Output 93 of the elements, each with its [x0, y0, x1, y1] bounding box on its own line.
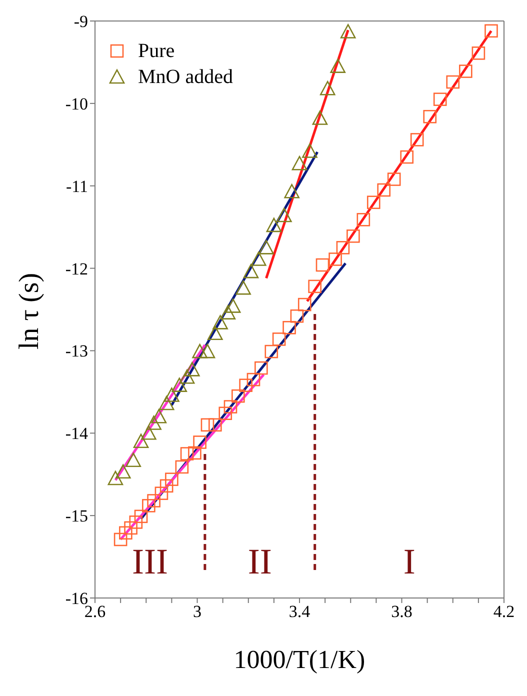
point: [387, 172, 401, 186]
y-tick-label: -9: [74, 12, 88, 32]
point: [224, 400, 238, 414]
y-tick-label: -10: [65, 94, 88, 114]
annotation: I: [403, 541, 416, 582]
point: [154, 486, 168, 500]
x-tick-label: 3.4: [288, 602, 311, 622]
point: [272, 332, 286, 346]
point: [179, 369, 195, 384]
point: [164, 388, 180, 402]
point: [302, 144, 318, 158]
point: [336, 241, 350, 254]
y-tick-label: -13: [65, 342, 88, 361]
point: [266, 218, 282, 232]
point: [423, 110, 437, 124]
point: [276, 208, 292, 222]
point: [212, 315, 228, 330]
point: [410, 133, 424, 146]
point: [312, 110, 328, 125]
point: [400, 150, 414, 164]
point: [484, 24, 498, 38]
point: [225, 298, 241, 313]
x-tick-label: 3.8: [391, 602, 412, 622]
point: [165, 472, 178, 486]
point: [316, 258, 330, 272]
point: [250, 252, 266, 266]
x-tick-label: 3: [193, 602, 202, 622]
y-tick-label: -15: [65, 506, 88, 526]
point: [292, 156, 308, 170]
point: [160, 479, 174, 493]
annotation: II: [248, 541, 272, 582]
point: [220, 305, 236, 320]
point: [282, 320, 296, 334]
point: [366, 196, 380, 209]
point: [290, 309, 304, 323]
point: [433, 92, 447, 106]
point: [264, 344, 278, 358]
point: [446, 75, 460, 89]
point: [340, 24, 356, 38]
point: [258, 240, 274, 254]
annotation: III: [132, 541, 168, 582]
y-tick-label: -12: [65, 259, 88, 278]
point: [115, 464, 131, 479]
point: [254, 361, 268, 375]
point: [200, 418, 214, 432]
point: [158, 396, 174, 410]
x-axis-title: 1000/T(1/K): [234, 645, 366, 674]
point: [284, 184, 300, 198]
point: [208, 418, 222, 432]
point: [141, 425, 156, 440]
point: [142, 499, 156, 512]
point: [459, 64, 472, 78]
point: [146, 416, 162, 430]
y-tick-label: -11: [66, 176, 88, 196]
y-axis-title: ln τ (s): [14, 272, 45, 350]
point: [356, 213, 370, 226]
point: [192, 344, 208, 358]
point: [180, 447, 194, 460]
point: [472, 46, 486, 60]
legend-label: MnO added: [138, 65, 233, 90]
x-tick-label: 4.2: [493, 602, 515, 622]
point: [184, 362, 200, 376]
point: [232, 389, 245, 403]
point: [147, 494, 160, 508]
point: [119, 526, 132, 540]
legend-label: Pure: [138, 39, 175, 64]
point: [298, 298, 312, 312]
point: [236, 280, 251, 295]
point: [126, 452, 141, 467]
point: [193, 436, 206, 449]
point: [218, 406, 232, 420]
point: [328, 252, 342, 266]
point: [114, 532, 128, 546]
point: [188, 446, 202, 460]
point: [246, 372, 260, 386]
point: [108, 470, 124, 486]
point: [200, 344, 216, 358]
point: [330, 58, 346, 73]
point: [134, 510, 148, 524]
point: [207, 326, 223, 340]
point: [320, 80, 336, 96]
point: [308, 280, 322, 294]
point: [346, 229, 360, 243]
point: [239, 378, 252, 392]
point: [151, 409, 167, 424]
point: [133, 434, 149, 448]
y-tick-label: -14: [65, 424, 88, 444]
point: [175, 460, 189, 474]
point: [124, 521, 138, 535]
point: [243, 264, 259, 278]
point: [377, 183, 391, 197]
point: [172, 378, 188, 392]
point: [129, 516, 143, 529]
